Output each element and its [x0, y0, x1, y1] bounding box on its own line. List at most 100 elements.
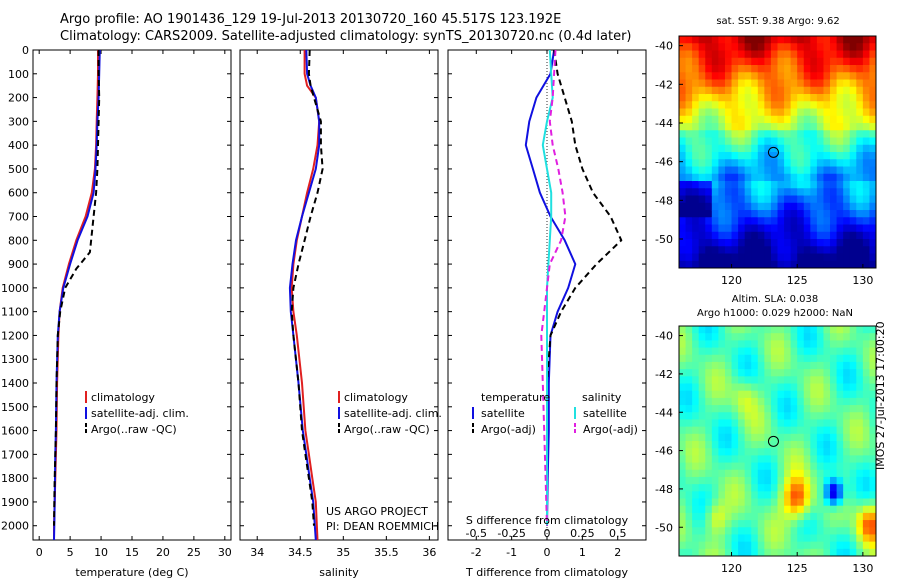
- map-cell: [718, 505, 726, 514]
- map-cell: [731, 433, 739, 442]
- map-cell: [705, 326, 713, 334]
- map-cell: [692, 520, 700, 528]
- legend-label: Argo(..raw -QC): [91, 423, 177, 436]
- map-cell: [711, 65, 719, 73]
- map-cell: [711, 173, 719, 182]
- map-cell: [790, 419, 798, 428]
- map-cell: [731, 448, 739, 456]
- map-cell: [797, 210, 805, 218]
- map-cell: [862, 181, 871, 189]
- map-cell: [731, 361, 739, 370]
- map-cell: [731, 152, 739, 160]
- map-cell: [797, 123, 805, 131]
- map-cell: [849, 210, 857, 218]
- map-cell: [685, 152, 693, 160]
- map-cell: [744, 448, 752, 456]
- map-cell: [810, 333, 818, 341]
- map-cell: [797, 130, 805, 139]
- map-cell: [718, 426, 726, 435]
- map-cell: [777, 72, 785, 81]
- map-cell: [790, 369, 798, 377]
- map-cell: [803, 108, 811, 117]
- map-cell: [685, 86, 693, 95]
- series-line-2: [546, 50, 623, 526]
- map-cell: [843, 484, 851, 492]
- map-cell: [744, 239, 752, 247]
- y-tick-label: 900: [8, 258, 29, 271]
- map-cell: [856, 369, 864, 377]
- map-cell: [738, 340, 746, 349]
- map-cell: [698, 326, 706, 334]
- map-cell: [816, 390, 825, 399]
- map-cell: [738, 152, 746, 160]
- map-cell: [764, 512, 772, 521]
- map-cell: [685, 94, 693, 102]
- map-cell: [757, 173, 765, 182]
- salinity-panel: 34 34.5 35 35.5 36salinityclimatologysatelli…: [239, 49, 442, 579]
- map-cell: [705, 152, 713, 160]
- map-cell: [724, 195, 733, 204]
- map-cell: [784, 491, 792, 500]
- map-cell: [724, 376, 733, 385]
- map-cell: [757, 390, 765, 399]
- map-cell: [856, 86, 864, 95]
- map-cell: [797, 448, 805, 456]
- map-cell: [830, 94, 838, 102]
- map-cell: [856, 527, 864, 536]
- map-cell: [836, 426, 844, 435]
- map-cell: [797, 195, 805, 204]
- map-cell: [718, 166, 726, 175]
- map-cell: [731, 123, 739, 131]
- map-cell: [724, 202, 733, 211]
- map-cell: [836, 333, 844, 341]
- map-cell: [856, 72, 864, 81]
- map-cell: [770, 419, 779, 428]
- map-cell: [692, 491, 700, 500]
- map-cell: [711, 412, 719, 421]
- map-cell: [856, 94, 864, 102]
- map-cell: [751, 548, 759, 556]
- map-cell: [856, 534, 864, 543]
- y-tick-label: 400: [8, 139, 29, 152]
- map-cell: [679, 72, 687, 81]
- map-cell: [679, 231, 687, 240]
- map-cell: [836, 86, 844, 95]
- map-cell: [869, 86, 876, 95]
- map-cell: [770, 527, 779, 536]
- map-cell: [705, 476, 713, 485]
- map-cell: [764, 347, 772, 356]
- x-tick-label: 34.5: [288, 546, 313, 559]
- map-cell: [849, 144, 857, 153]
- map-cell: [823, 412, 831, 421]
- map-cell: [862, 455, 871, 464]
- map-cell: [757, 144, 765, 153]
- map-cell: [744, 86, 752, 95]
- map-cell: [738, 527, 746, 536]
- map-cell: [705, 361, 713, 370]
- map-cell: [731, 65, 739, 73]
- y-tick-label: -50: [655, 521, 673, 534]
- map-cell: [869, 441, 876, 449]
- map-cell: [843, 476, 851, 485]
- map-cell: [711, 476, 719, 485]
- map-cell: [830, 390, 838, 399]
- map-cell: [803, 383, 811, 392]
- map-cell: [770, 383, 779, 392]
- map-cell: [718, 448, 726, 456]
- map-cell: [705, 195, 713, 204]
- map-cell: [869, 202, 876, 211]
- map-cell: [810, 50, 818, 59]
- map-cell: [836, 405, 844, 413]
- map-cell: [843, 433, 851, 442]
- map-cell: [738, 369, 746, 377]
- map-cell: [830, 462, 838, 471]
- legend-label: Argo(-adj): [583, 423, 638, 436]
- map-cell: [679, 527, 687, 536]
- map-cell: [803, 484, 811, 492]
- map-cell: [731, 376, 739, 385]
- map-cell: [731, 159, 739, 168]
- map-cell: [757, 340, 765, 349]
- map-cell: [679, 455, 687, 464]
- map-cell: [711, 455, 719, 464]
- map-cell: [816, 426, 825, 435]
